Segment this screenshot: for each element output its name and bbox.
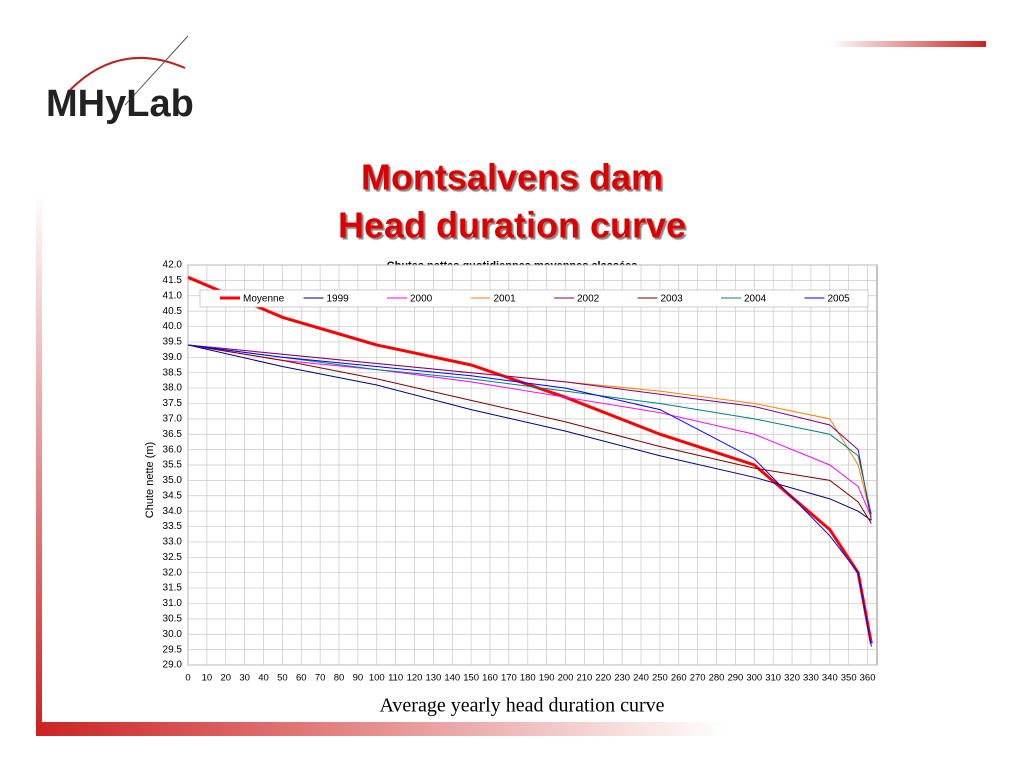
y-tick-label: 29.0	[163, 660, 183, 671]
series-line	[187, 344, 872, 647]
x-tick-label: 180	[520, 673, 536, 684]
x-tick-label: 190	[539, 673, 555, 684]
legend-label: 2003	[661, 294, 684, 305]
legend-label: 1999	[327, 294, 350, 305]
bottom-bar	[36, 722, 726, 736]
y-tick-label: 31.0	[163, 598, 183, 609]
x-tick-label: 340	[822, 673, 838, 684]
x-tick-label: 300	[746, 673, 762, 684]
y-tick-label: 34.5	[163, 490, 183, 501]
x-tick-label: 20	[220, 673, 231, 684]
series-line	[187, 275, 873, 644]
x-tick-label: 170	[501, 673, 517, 684]
slide-title: Head duration curve	[338, 205, 686, 246]
legend-label: 2002	[577, 294, 600, 305]
x-tick-label: 310	[765, 673, 781, 684]
series-line	[187, 344, 872, 524]
x-tick-label: 10	[202, 673, 213, 684]
y-axis-label: Chute nette (m)	[144, 442, 156, 518]
y-tick-label: 41.0	[163, 290, 183, 301]
y-tick-label: 36.0	[163, 444, 183, 455]
series-line	[187, 344, 872, 521]
y-tick-label: 30.5	[163, 613, 183, 624]
series-line	[187, 344, 872, 518]
x-tick-label: 110	[388, 673, 403, 684]
y-tick-label: 42.0	[163, 260, 183, 271]
slide-title: Montsalvens dam	[361, 157, 663, 198]
y-tick-label: 29.5	[163, 644, 183, 655]
y-tick-label: 32.5	[163, 552, 183, 563]
y-tick-label: 34.0	[163, 506, 183, 517]
legend	[199, 289, 869, 308]
legend-label: Moyenne	[243, 294, 285, 305]
y-tick-label: 41.5	[163, 275, 183, 286]
x-tick-label: 210	[576, 673, 592, 684]
x-tick-label: 40	[258, 673, 269, 684]
y-tick-label: 39.0	[163, 352, 183, 363]
caption: Average yearly head duration curve	[379, 695, 664, 717]
y-tick-label: 36.5	[163, 429, 183, 440]
legend-label: 2005	[828, 294, 851, 305]
x-tick-label: 30	[239, 673, 250, 684]
series-line	[187, 344, 872, 515]
legend-label: 2000	[410, 294, 433, 305]
x-tick-label: 220	[595, 673, 611, 684]
x-tick-label: 200	[558, 673, 574, 684]
x-tick-label: 90	[353, 673, 364, 684]
y-tick-label: 30.0	[163, 629, 183, 640]
y-tick-label: 37.0	[163, 413, 183, 424]
legend-label: 2001	[494, 294, 517, 305]
x-tick-label: 330	[803, 673, 819, 684]
y-tick-label: 35.0	[163, 475, 183, 486]
x-tick-label: 160	[482, 673, 498, 684]
x-tick-label: 270	[690, 673, 706, 684]
x-tick-label: 240	[633, 673, 649, 684]
x-tick-label: 140	[444, 673, 460, 684]
logo-arc	[69, 57, 186, 91]
x-tick-label: 350	[841, 673, 857, 684]
top-bar	[830, 41, 986, 47]
x-tick-label: 0	[185, 673, 190, 684]
x-tick-label: 150	[463, 673, 479, 684]
y-tick-label: 32.0	[163, 567, 183, 578]
logo-line	[124, 35, 189, 106]
series-line	[187, 344, 872, 521]
x-tick-label: 60	[296, 673, 307, 684]
x-tick-label: 120	[407, 673, 423, 684]
x-tick-label: 360	[860, 673, 876, 684]
y-tick-label: 35.5	[163, 460, 183, 471]
x-tick-label: 130	[425, 673, 441, 684]
x-tick-label: 50	[277, 673, 288, 684]
y-tick-label: 38.5	[163, 367, 183, 378]
x-tick-label: 280	[709, 673, 725, 684]
y-tick-label: 40.0	[163, 321, 183, 332]
y-tick-label: 37.5	[163, 398, 183, 409]
y-tick-label: 33.5	[163, 521, 183, 532]
x-tick-label: 260	[671, 673, 687, 684]
x-tick-label: 100	[369, 673, 385, 684]
y-tick-label: 39.5	[163, 337, 183, 348]
y-tick-label: 33.0	[163, 537, 183, 548]
x-tick-label: 290	[727, 673, 743, 684]
legend-label: 2004	[744, 294, 767, 305]
x-tick-label: 70	[315, 673, 326, 684]
x-tick-label: 320	[784, 673, 800, 684]
y-tick-label: 40.5	[163, 306, 183, 317]
x-tick-label: 250	[652, 673, 668, 684]
y-tick-label: 38.0	[163, 383, 183, 394]
logo: MHyLab	[46, 83, 194, 125]
left-bar	[36, 190, 42, 735]
y-tick-label: 31.5	[163, 583, 183, 594]
x-tick-label: 80	[334, 673, 345, 684]
x-tick-label: 230	[614, 673, 630, 684]
